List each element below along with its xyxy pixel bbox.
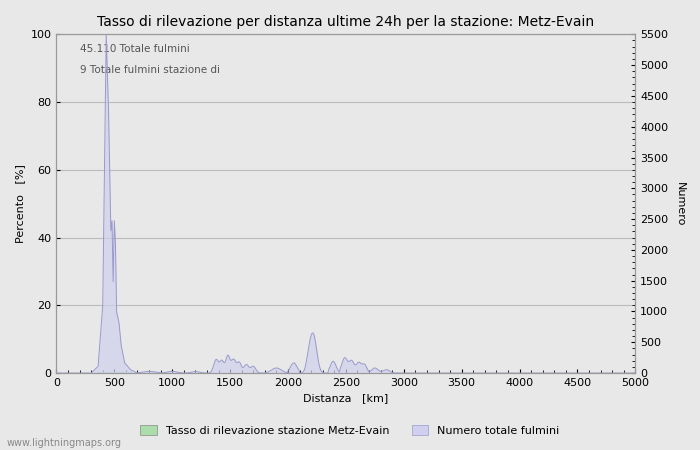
Text: www.lightningmaps.org: www.lightningmaps.org — [7, 438, 122, 448]
Y-axis label: Numero: Numero — [675, 181, 685, 226]
Legend: Tasso di rilevazione stazione Metz-Evain, Numero totale fulmini: Tasso di rilevazione stazione Metz-Evain… — [136, 420, 564, 440]
Y-axis label: Percento   [%]: Percento [%] — [15, 164, 25, 243]
Title: Tasso di rilevazione per distanza ultime 24h per la stazione: Metz-Evain: Tasso di rilevazione per distanza ultime… — [97, 15, 594, 29]
X-axis label: Distanza   [km]: Distanza [km] — [303, 393, 389, 404]
Text: 9 Totale fulmini stazione di: 9 Totale fulmini stazione di — [80, 65, 220, 75]
Text: 45.110 Totale fulmini: 45.110 Totale fulmini — [80, 45, 189, 54]
